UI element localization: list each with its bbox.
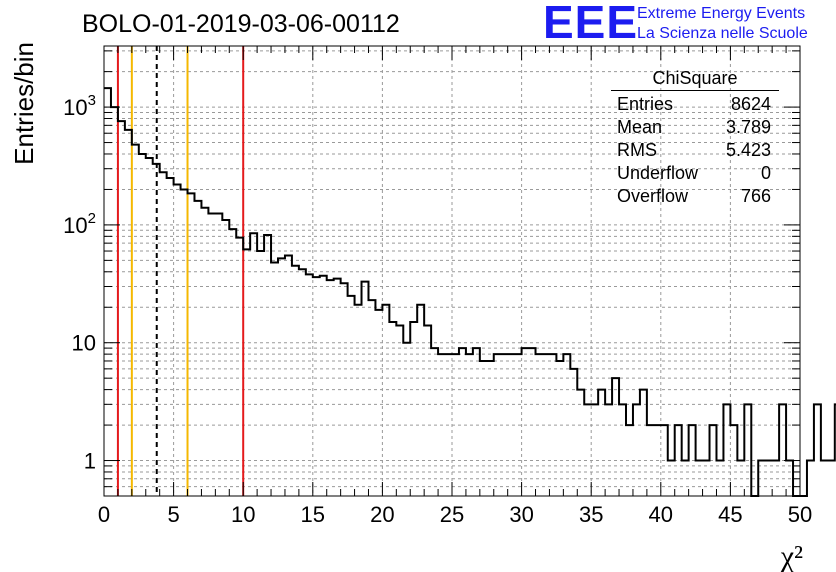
stats-row-overflow: Overflow 766 — [611, 185, 779, 208]
stats-label: RMS — [617, 140, 657, 160]
eee-logo-tagline-2: La Scienza nelle Scuole — [637, 25, 808, 42]
stats-value: 5.423 — [725, 140, 771, 160]
stats-value: 766 — [740, 186, 771, 206]
x-axis-title: χ² — [780, 540, 803, 572]
x-tick-label: 0 — [98, 502, 110, 527]
stats-row-underflow: Underflow 0 — [611, 162, 779, 185]
x-tick-label: 25 — [440, 502, 464, 527]
x-tick-label: 5 — [167, 502, 179, 527]
stats-row-rms: RMS 5.423 — [611, 139, 779, 162]
y-tick-label: 1 — [84, 449, 96, 474]
stats-value: 3.789 — [725, 117, 771, 137]
x-tick-label: 20 — [370, 502, 394, 527]
stats-row-entries: Entries 8624 — [611, 93, 779, 116]
x-tick-label: 45 — [718, 502, 742, 527]
eee-logo-mark: EEE — [543, 0, 639, 48]
x-tick-label: 10 — [231, 502, 255, 527]
stats-label: Overflow — [617, 186, 689, 206]
stats-label: Entries — [617, 94, 674, 114]
histogram-step-line — [104, 87, 836, 497]
y-tick-label: 102 — [63, 210, 96, 238]
stats-box: ChiSquare Entries 8624 Mean 3.789 RMS 5.… — [611, 66, 779, 208]
run-title: BOLO-01-2019-03-06-00112 — [82, 10, 400, 38]
stats-value: 8624 — [730, 94, 771, 114]
x-tick-label: 35 — [579, 502, 603, 527]
eee-logo-tagline-1: Extreme Energy Events — [637, 5, 806, 22]
y-tick-label: 10 — [72, 331, 96, 356]
x-tick-label: 15 — [301, 502, 325, 527]
stats-value: 0 — [760, 163, 771, 183]
x-tick-label: 40 — [649, 502, 673, 527]
eee-logo: EEE Extreme Energy Events La Scienza nel… — [543, 0, 833, 48]
y-tick-label: 103 — [63, 92, 96, 120]
stats-label: Underflow — [617, 163, 699, 183]
y-axis-title: Entries/bin — [9, 42, 39, 165]
stats-row-mean: Mean 3.789 — [611, 116, 779, 139]
stats-label: Mean — [617, 117, 663, 137]
x-tick-label: 50 — [788, 502, 812, 527]
x-tick-label: 30 — [509, 502, 533, 527]
stats-title: ChiSquare — [611, 66, 779, 91]
